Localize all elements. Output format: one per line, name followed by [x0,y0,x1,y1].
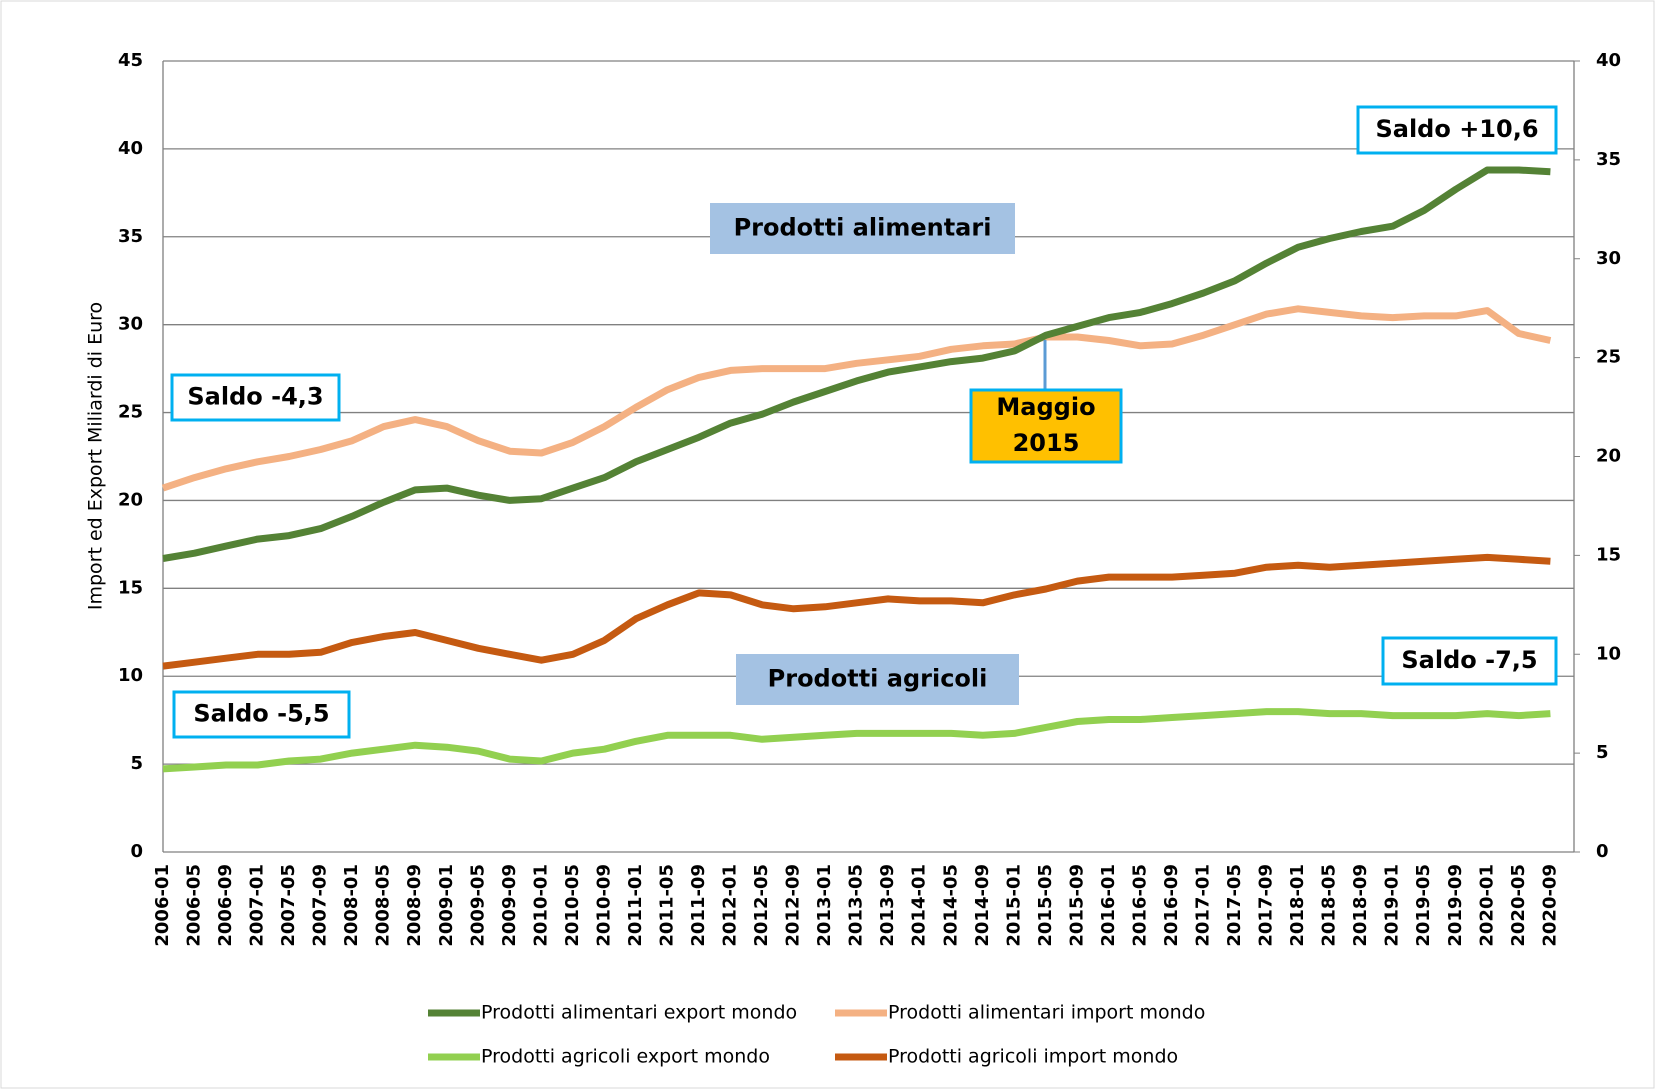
y-tick-label: 15 [118,577,143,598]
x-tick-label: 2019-05 [1413,864,1434,947]
y2-tick-label: 20 [1596,446,1621,467]
x-tick-label: 2011-09 [688,864,709,947]
annotation-box [710,203,1015,254]
series-line [162,708,1551,773]
x-tick-label: 2019-09 [1445,864,1466,947]
annotation-text: Prodotti agricoli [768,665,988,693]
x-tick-label: 2010-05 [562,864,583,947]
annotation-box [736,654,1019,705]
x-tick-label: 2015-09 [1066,864,1087,947]
legend-label: Prodotti agricoli import mondo [888,1046,1178,1068]
x-tick-label: 2013-09 [877,864,898,947]
y2-tick-label: 0 [1596,841,1609,862]
x-tick-label: 2020-09 [1539,864,1560,947]
legend-label: Prodotti agricoli export mondo [481,1046,770,1068]
annotation-box [1356,105,1558,155]
x-tick-label: 2011-05 [656,864,677,947]
annotation-box [1381,636,1558,686]
x-tick-label: 2010-01 [530,864,551,947]
x-tick-label: 2016-05 [1129,864,1150,947]
y2-tick-label: 15 [1596,544,1621,565]
annotation-box [172,690,351,739]
x-tick-label: 2006-05 [184,864,205,947]
annotation-text: Saldo -5,5 [193,700,329,728]
annotation-text: Saldo -7,5 [1401,646,1537,674]
x-tick-label: 2009-01 [436,864,457,947]
y2-tick-label: 30 [1596,248,1621,269]
y2-tick-label: 35 [1596,149,1621,170]
legend-label: Prodotti alimentari export mondo [481,1002,797,1024]
series-line [161,305,1552,492]
x-tick-label: 2014-09 [972,864,993,947]
annotation-box [969,388,1123,464]
series-line [162,553,1551,670]
y-tick-label: 45 [118,50,143,71]
x-tick-label: 2007-05 [278,864,299,947]
x-tick-label: 2014-05 [940,864,961,947]
x-tick-label: 2013-01 [814,864,835,947]
x-tick-label: 2006-09 [215,864,236,947]
x-tick-label: 2016-09 [1161,864,1182,947]
x-tick-label: 2017-01 [1193,864,1214,947]
y2-tick-label: 10 [1596,643,1621,664]
y2-tick-label: 25 [1596,347,1621,368]
x-tick-label: 2011-01 [625,864,646,947]
annotation-box [170,373,341,422]
x-tick-label: 2008-05 [373,864,394,947]
x-tick-label: 2016-01 [1098,864,1119,947]
x-tick-label: 2008-09 [404,864,425,947]
x-tick-label: 2020-01 [1476,864,1497,947]
y2-tick-label: 40 [1596,50,1621,71]
y-tick-label: 20 [118,489,143,510]
y-tick-label: 25 [118,402,143,423]
x-tick-label: 2007-01 [247,864,268,947]
y-tick-label: 40 [118,138,143,159]
x-tick-label: 2006-01 [152,864,173,947]
series-line [162,166,1551,562]
x-tick-label: 2013-05 [846,864,867,947]
y-tick-label: 0 [130,841,143,862]
x-tick-label: 2008-01 [341,864,362,947]
x-tick-label: 2018-05 [1319,864,1340,947]
y-tick-label: 30 [118,314,143,335]
x-tick-label: 2014-01 [909,864,930,947]
x-tick-label: 2018-01 [1287,864,1308,947]
annotation-text: Prodotti alimentari [734,214,992,242]
legend-label: Prodotti alimentari import mondo [888,1002,1205,1024]
x-tick-label: 2015-01 [1003,864,1024,947]
x-tick-label: 2009-05 [467,864,488,947]
x-tick-label: 2012-09 [783,864,804,947]
x-tick-label: 2007-09 [310,864,331,947]
annotation-text: 2015 [1013,429,1080,457]
x-tick-label: 2020-05 [1508,864,1529,947]
y-tick-label: 5 [130,753,143,774]
x-tick-label: 2015-05 [1035,864,1056,947]
y2-tick-label: 5 [1596,742,1609,763]
y-tick-label: 35 [118,226,143,247]
annotation-text: Maggio [996,393,1095,421]
x-tick-label: 2019-01 [1382,864,1403,947]
y-tick-label: 10 [118,665,143,686]
x-tick-label: 2009-09 [499,864,520,947]
annotation-text: Saldo +10,6 [1375,115,1538,143]
y-axis-label: Import ed Export Miliardi di Euro [85,302,107,610]
x-tick-label: 2017-05 [1224,864,1245,947]
x-tick-label: 2017-09 [1256,864,1277,947]
annotation-text: Saldo -4,3 [187,383,323,411]
x-tick-label: 2012-01 [720,864,741,947]
x-tick-label: 2012-05 [751,864,772,947]
x-tick-label: 2010-09 [593,864,614,947]
x-tick-label: 2018-09 [1350,864,1371,947]
